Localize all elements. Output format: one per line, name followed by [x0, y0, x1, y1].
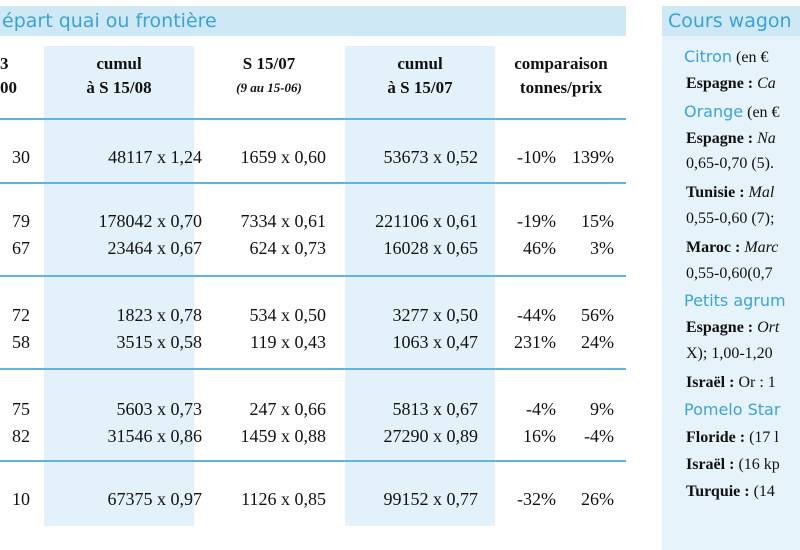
price-line: Espagne : Na	[686, 130, 776, 147]
column-header-s15-07: S 15/07 (9 au 15-06)	[236, 54, 302, 95]
price-line: Turquie : (14	[686, 483, 775, 500]
cell-partial: 75	[12, 399, 30, 419]
price-line: Floride : (17 l	[686, 429, 779, 446]
cell-s15-07: 1126 x 0,85	[241, 489, 326, 509]
cell-cumul-s15-08: 1823 x 0,78	[116, 305, 203, 325]
cell-cumul-s15-08: 23464 x 0,67	[107, 238, 203, 258]
cell-cumul-s15-08: 48117 x 1,24	[108, 147, 202, 167]
cell-comparison-prix: 26%	[581, 489, 614, 509]
price-line: Espagne : Ort	[686, 319, 780, 336]
prices-header-banner: Cours wagon	[662, 6, 800, 36]
cell-partial: 82	[12, 426, 30, 446]
shaded-column-cumul-s15-08	[44, 46, 194, 526]
cell-comparison-tonnes: 46%	[523, 238, 556, 258]
price-line: 0,55-0,60 (7);	[686, 210, 775, 227]
row-divider	[0, 118, 626, 120]
category-pomelo-star: Pomelo Star	[684, 400, 781, 419]
cell-cumul-s15-08: 3515 x 0,58	[116, 332, 203, 352]
cell-comparison-prix: 9%	[590, 399, 614, 419]
cell-cumul-s15-08: 67375 x 0,97	[107, 489, 203, 509]
price-line: Espagne : Ca	[686, 75, 776, 92]
cell-cumul-s15-08: 178042 x 0,70	[98, 211, 203, 231]
price-line: Israël : (16 kp	[686, 456, 780, 473]
row-divider	[0, 275, 626, 277]
cell-partial: 30	[12, 147, 30, 167]
cell-cumul-s15-07: 53673 x 0,52	[383, 147, 479, 167]
cell-comparison-tonnes: 231%	[514, 332, 556, 352]
cell-s15-07: 624 x 0,73	[249, 238, 327, 258]
shaded-column-cumul-s15-07	[345, 46, 495, 526]
category-petits-agrumes: Petits agrum	[684, 291, 786, 310]
category-citron: Citron (en €	[684, 47, 769, 66]
cell-comparison-prix: 15%	[581, 211, 614, 231]
table-header-banner: épart quai ou frontière	[0, 6, 626, 36]
cell-comparison-prix: 139%	[572, 147, 614, 167]
cell-s15-07: 1659 x 0,60	[240, 147, 327, 167]
cell-s15-07: 247 x 0,66	[249, 399, 327, 419]
column-header-cumul-s15-08: cumul à S 15/08	[86, 54, 152, 97]
cell-partial: 10	[12, 489, 30, 509]
cell-comparison-prix: 56%	[581, 305, 614, 325]
cell-partial: 72	[12, 305, 30, 325]
column-header-comparaison: comparaison tonnes/prix	[514, 54, 608, 97]
row-divider	[0, 460, 626, 462]
column-header-0: 3 00	[0, 54, 17, 97]
column-header-cumul-s15-07: cumul à S 15/07	[387, 54, 453, 97]
cell-cumul-s15-07: 99152 x 0,77	[383, 489, 479, 509]
cell-cumul-s15-07: 27290 x 0,89	[383, 426, 479, 446]
row-divider	[0, 182, 626, 184]
cell-cumul-s15-07: 1063 x 0,47	[392, 332, 479, 352]
cell-cumul-s15-08: 31546 x 0,86	[107, 426, 203, 446]
price-line: X); 1,00-1,20	[686, 345, 773, 362]
cell-s15-07: 119 x 0,43	[250, 332, 326, 352]
cell-s15-07: 7334 x 0,61	[240, 211, 327, 231]
price-line: Tunisie : Mal	[686, 184, 775, 201]
cell-comparison-tonnes: -32%	[517, 489, 556, 509]
row-divider	[0, 368, 626, 370]
price-line: Israël : Or : 1	[686, 374, 776, 391]
cell-partial: 79	[12, 211, 30, 231]
cell-comparison-tonnes: -10%	[517, 147, 556, 167]
cell-cumul-s15-08: 5603 x 0,73	[116, 399, 203, 419]
cell-comparison-tonnes: -4%	[526, 399, 556, 419]
cell-cumul-s15-07: 221106 x 0,61	[375, 211, 478, 231]
cell-partial: 58	[12, 332, 30, 352]
cell-cumul-s15-07: 3277 x 0,50	[392, 305, 479, 325]
price-line: 0,65-0,70 (5).	[686, 155, 774, 172]
cell-cumul-s15-07: 5813 x 0,67	[392, 399, 479, 419]
cell-s15-07: 1459 x 0,88	[240, 426, 327, 446]
cell-comparison-prix: 24%	[581, 332, 614, 352]
cell-comparison-prix: -4%	[584, 426, 614, 446]
cell-comparison-tonnes: -44%	[517, 305, 556, 325]
cell-comparison-prix: 3%	[590, 238, 614, 258]
cell-partial: 67	[12, 238, 30, 258]
price-line: Maroc : Marc	[686, 239, 779, 256]
prices-panel	[662, 36, 800, 550]
cell-comparison-tonnes: 16%	[523, 426, 556, 446]
price-line: 0,55-0,60(0,7	[686, 265, 773, 282]
category-orange: Orange (en €	[684, 102, 780, 121]
cell-s15-07: 534 x 0,50	[249, 305, 327, 325]
cell-cumul-s15-07: 16028 x 0,65	[383, 238, 479, 258]
cell-comparison-tonnes: -19%	[517, 211, 556, 231]
